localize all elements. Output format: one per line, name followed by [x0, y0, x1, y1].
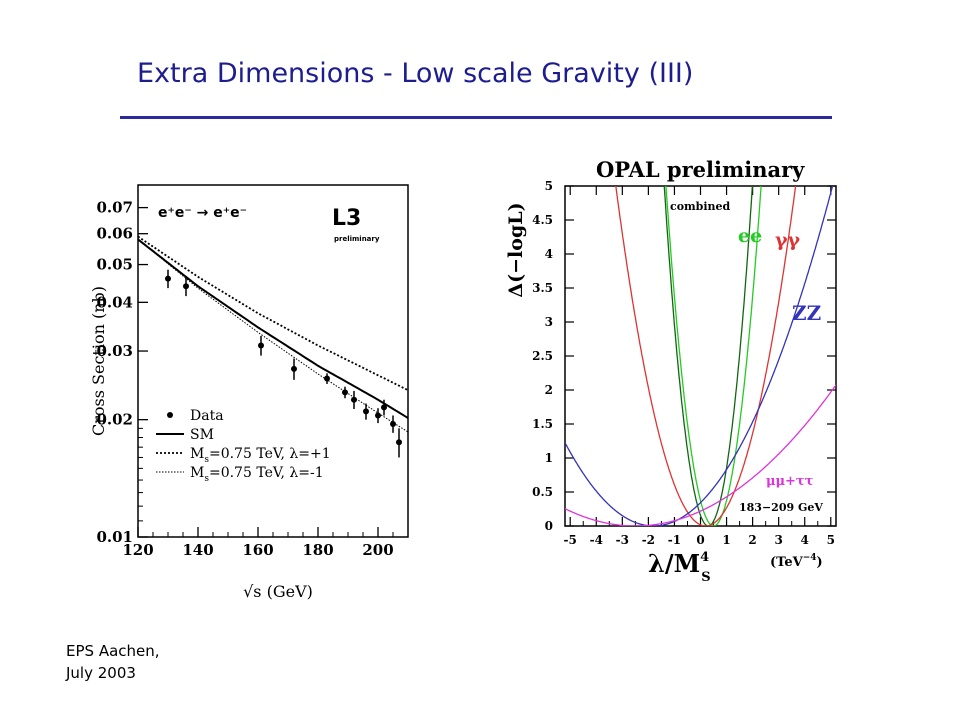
l3-data-point — [375, 412, 381, 419]
opal-x-tick-label: -4 — [590, 533, 603, 547]
l3-curve-solid — [137, 238, 409, 419]
l3-legend-label-sub: s — [204, 474, 209, 484]
opal-x-axis-label: λ/M4 S — [648, 549, 711, 585]
opal-series-label-gammagamma: γγ — [775, 229, 801, 251]
opal-series-label-mumu-tautau: μμ+ττ — [766, 474, 814, 489]
l3-legend-label-main: M — [190, 465, 204, 481]
footer: EPS Aachen, July 2003 — [66, 640, 160, 684]
opal-curve-zz — [565, 186, 834, 526]
opal-series-label-zz: ZZ — [792, 301, 821, 325]
l3-y-tick-label: 0.02 — [96, 411, 133, 429]
l3-process-label: e⁺e⁻ → e⁺e⁻ — [158, 205, 247, 221]
opal-x-tick-label: -1 — [668, 533, 681, 547]
opal-y-tick-label: 5 — [545, 179, 553, 193]
opal-x-axis-unit: (TeV−4) — [770, 553, 823, 570]
l3-y-tick-label: 0.06 — [96, 225, 133, 243]
opal-y-tick-label: 4 — [545, 247, 553, 261]
opal-series-label-ee: ee — [738, 225, 762, 247]
opal-title: OPAL preliminary — [596, 157, 805, 182]
opal-x-unit-close: ) — [817, 555, 823, 570]
l3-data-point — [396, 439, 402, 446]
footer-line-1: EPS Aachen, — [66, 642, 160, 660]
opal-x-unit-main: (TeV — [770, 555, 804, 570]
opal-curve-mumu_tautau — [565, 384, 836, 526]
opal-x-tick-label: 5 — [827, 533, 835, 547]
l3-legend-data-symbol — [167, 412, 173, 418]
opal-x-tick-label: -3 — [616, 533, 629, 547]
l3-experiment-label: L3 — [332, 206, 361, 231]
opal-x-tick-label: 2 — [748, 533, 756, 547]
l3-legend-label: Ms=0.75 TeV, λ=+1 — [190, 446, 331, 465]
l3-plot-area: 120 140 160 180 200 0.01 0.02 0.03 0.04 0.05 0.06 0… — [96, 184, 409, 559]
l3-data-point — [183, 283, 189, 290]
opal-curve-combined — [663, 186, 754, 526]
l3-legend-label-main: M — [190, 446, 204, 462]
opal-x-unit-sup: −4 — [803, 553, 817, 563]
l3-data-point — [363, 408, 369, 415]
l3-y-tick-label: 0.03 — [96, 342, 133, 360]
opal-series-label-combined: combined — [670, 200, 731, 213]
opal-y-tick-label: 4.5 — [532, 213, 553, 227]
l3-data-point — [258, 342, 264, 349]
opal-energy-label: 183−209 GeV — [739, 501, 823, 514]
l3-legend-label-main: SM — [190, 427, 214, 443]
l3-x-tick-label: 160 — [242, 541, 273, 559]
opal-x-axis-label-sub: S — [701, 570, 710, 585]
opal-y-tick-label: 1.5 — [532, 417, 553, 431]
slide-title: Extra Dimensions - Low scale Gravity (II… — [137, 58, 694, 89]
title-underline — [120, 116, 832, 119]
l3-legend-label-rest: =0.75 TeV, λ=-1 — [209, 465, 324, 481]
l3-data-point — [381, 404, 387, 411]
opal-curve-ee — [665, 186, 762, 526]
opal-curve-gammagamma — [615, 186, 797, 526]
opal-x-axis-label-sup: 4 — [700, 550, 709, 565]
l3-y-tick-label: 0.07 — [96, 199, 133, 217]
opal-y-tick-label: 1 — [545, 451, 553, 465]
l3-y-tick-label: 0.04 — [96, 293, 133, 311]
opal-likelihood-chart: OPAL preliminary Δ(−logL) -5 -4 -3 -2 -1 0 1 2 3… — [505, 157, 837, 585]
opal-x-tick-label: 3 — [774, 533, 782, 547]
l3-x-axis-label: √s (GeV) — [243, 582, 313, 601]
opal-y-tick-label: 0 — [545, 519, 553, 533]
l3-curve-thin-dotted — [137, 239, 409, 433]
l3-experiment-sublabel: preliminary — [334, 235, 380, 243]
l3-x-tick-label: 120 — [122, 541, 153, 559]
l3-data-point — [165, 275, 171, 282]
l3-x-tick-label: 200 — [362, 541, 393, 559]
l3-data-point — [291, 365, 297, 372]
opal-y-tick-label: 2.5 — [532, 349, 553, 363]
opal-curves — [565, 186, 836, 526]
l3-legend-label: SM — [190, 427, 214, 443]
l3-x-tick-label: 180 — [302, 541, 333, 559]
opal-x-tick-label: -5 — [564, 533, 577, 547]
l3-data-point — [390, 420, 396, 427]
l3-data-point — [324, 375, 330, 382]
opal-plot-area: -5 -4 -3 -2 -1 0 1 2 3 4 5 0 0.5 1 1.5 2 2.5 3 3.5 4 4.5 5 com… — [532, 179, 837, 547]
opal-x-tick-label: 0 — [696, 533, 704, 547]
opal-x-tick-label: 1 — [722, 533, 730, 547]
l3-x-tick-label: 140 — [182, 541, 213, 559]
l3-cross-section-chart: Cross Section (nb) √s (GeV) 120 140 160 180… — [89, 184, 409, 601]
l3-y-axis-label: Cross Section (nb) — [89, 286, 108, 436]
opal-y-tick-label: 2 — [545, 383, 553, 397]
opal-x-tick-label: -2 — [642, 533, 655, 547]
opal-y-tick-label: 3.5 — [532, 281, 553, 295]
l3-curve-dotted — [137, 235, 409, 392]
opal-y-axis-label: Δ(−logL) — [505, 202, 527, 297]
l3-legend-label-main: Data — [190, 408, 224, 424]
opal-x-tick-label: 4 — [801, 533, 809, 547]
l3-legend-label: Ms=0.75 TeV, λ=-1 — [190, 465, 324, 484]
l3-y-tick-label: 0.05 — [96, 256, 133, 274]
l3-legend-label-rest: =0.75 TeV, λ=+1 — [209, 446, 331, 462]
opal-y-tick-label: 3 — [545, 315, 553, 329]
l3-legend-label-sub: s — [204, 455, 209, 465]
l3-data-point — [351, 396, 357, 403]
footer-line-2: July 2003 — [66, 664, 136, 682]
l3-legend-label: Data — [190, 408, 224, 424]
l3-y-tick-label: 0.01 — [96, 528, 133, 546]
opal-y-tick-label: 0.5 — [532, 485, 553, 499]
opal-x-axis-label-main: λ/M — [648, 549, 700, 578]
